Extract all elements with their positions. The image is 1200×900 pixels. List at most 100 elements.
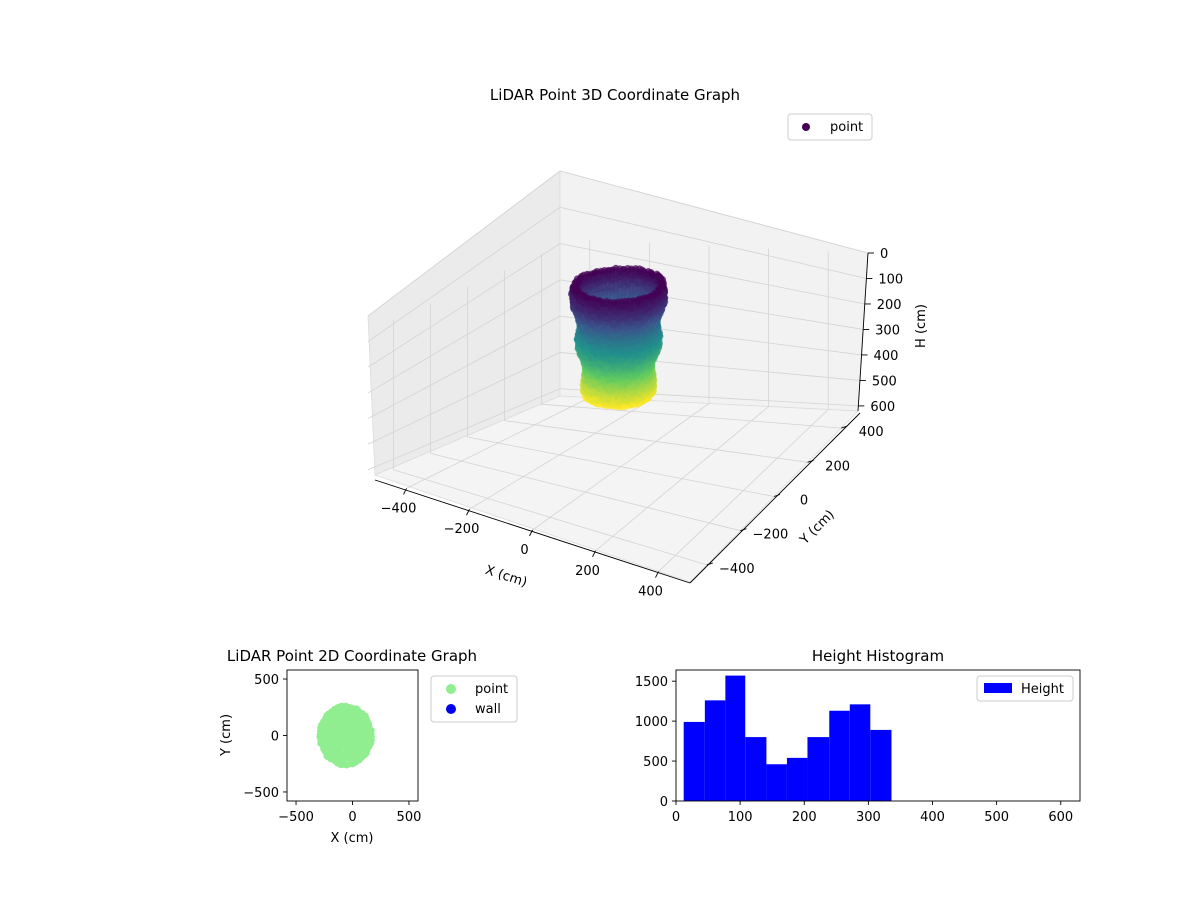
legend-histogram-frame <box>976 675 1074 702</box>
chart-3d-title: LiDAR Point 3D Coordinate Graph <box>490 86 740 104</box>
scatter-2d-points <box>316 702 375 769</box>
z-axis-label-3d: H (cm) <box>914 304 929 348</box>
legend-histogram-label: Height <box>1021 682 1064 697</box>
histogram-bar <box>870 729 892 801</box>
legend-2d: point wall <box>430 675 518 723</box>
legend-3d-frame <box>787 113 873 141</box>
point-3d <box>599 397 606 404</box>
chart-histogram: Height Histogram 0 100 200 300 400 500 6000500… <box>635 647 1081 825</box>
legend-histogram: Height <box>976 675 1074 702</box>
histogram-bar <box>829 710 850 801</box>
y-tick-label-hist: 1000 <box>635 715 668 730</box>
point-cloud-3d <box>567 264 669 411</box>
grid-line-z <box>559 243 865 305</box>
z-tick-label-3d: 600 <box>870 400 895 415</box>
z-tick-label-3d: 100 <box>878 272 903 287</box>
grid-line-y <box>467 436 775 497</box>
legend-histogram-swatch <box>984 683 1012 693</box>
grid-line-z-left <box>367 388 561 471</box>
histogram-bar <box>766 764 787 801</box>
point-3d <box>586 338 593 345</box>
x-tick-label-hist: 300 <box>856 810 881 825</box>
grid-line-z-left <box>367 206 561 342</box>
z-tick-label-3d: 400 <box>874 349 899 364</box>
y-tick-mark-3d <box>841 425 848 429</box>
x-tick-label-hist: 100 <box>728 810 753 825</box>
grid-line-y <box>541 403 842 429</box>
point-2d <box>347 732 354 739</box>
x-tick-label-hist: 600 <box>1048 810 1073 825</box>
x-tick-label-hist: 400 <box>920 810 945 825</box>
x-tick-label-hist: 500 <box>984 810 1009 825</box>
x-tick-label-2d: 0 <box>348 810 356 825</box>
grid-line-z-left <box>367 315 561 419</box>
point-3d <box>590 348 597 355</box>
y-tick-label-3d: −200 <box>753 528 789 543</box>
legend-3d: point <box>787 113 873 141</box>
y-tick-label-3d: 400 <box>859 425 884 440</box>
y-tick-label-2d: 500 <box>254 673 279 688</box>
point-2d <box>358 733 365 740</box>
grid-line-y <box>393 469 707 566</box>
point-3d <box>575 303 583 311</box>
point-3d <box>589 390 596 397</box>
y-tick-label-hist: 500 <box>643 755 668 770</box>
x-tick-label-3d: −400 <box>381 501 417 516</box>
y-tick-label-hist: 1500 <box>635 675 668 690</box>
ticks-3d: −400−2000200400−400−20002004000100200300… <box>381 247 904 600</box>
y-axis-line <box>689 412 861 584</box>
grid-line-z <box>559 206 867 279</box>
x-tick-label-2d: −500 <box>278 810 314 825</box>
histogram-bar <box>725 675 746 801</box>
histogram-title: Height Histogram <box>812 647 944 665</box>
x-tick-label-3d: −200 <box>444 522 480 537</box>
chart-2d-title: LiDAR Point 2D Coordinate Graph <box>227 647 477 665</box>
point-3d <box>594 304 601 311</box>
y-tick-label-hist: 0 <box>660 795 668 810</box>
legend-3d-marker <box>802 123 810 131</box>
z-tick-label-3d: 0 <box>880 247 888 262</box>
y-tick-mark-3d <box>773 494 781 497</box>
grid-line-z-left <box>367 352 561 445</box>
histogram-bar <box>683 721 705 801</box>
point-3d <box>582 349 589 356</box>
histogram-bar <box>704 700 726 801</box>
y-tick-label-3d: 0 <box>800 494 808 509</box>
x-axis-label-2d: X (cm) <box>331 831 374 846</box>
histogram-bar <box>786 757 808 801</box>
z-tick-label-3d: 300 <box>875 323 900 338</box>
z-tick-label-3d: 500 <box>872 374 897 389</box>
y-axis-label-2d: Y (cm) <box>219 714 234 757</box>
y-tick-mark-3d <box>740 528 747 532</box>
grid-line-z-left <box>367 243 561 368</box>
y-tick-mark-3d <box>807 459 814 463</box>
histogram-bar <box>849 704 871 801</box>
grid-line-z-left <box>367 170 561 317</box>
x-tick-mark-3d <box>529 529 533 537</box>
y-tick-label-3d: 200 <box>825 459 850 474</box>
x-tick-label-2d: 500 <box>397 810 422 825</box>
z-tick-label-3d: 200 <box>877 298 902 313</box>
chart-3d: LiDAR Point 3D Coordinate Graph −400 −200… <box>367 86 929 600</box>
point-3d <box>576 297 583 304</box>
histogram-frame <box>675 669 1081 802</box>
legend-2d-point-label: point <box>475 682 508 697</box>
x-axis-line <box>374 479 691 584</box>
x-tick-mark-3d <box>655 571 659 578</box>
point-3d <box>580 306 587 313</box>
grid-line-z-left <box>367 279 561 394</box>
y-axis-label-3d: Y (cm) <box>797 507 838 548</box>
point-3d <box>590 313 597 321</box>
point-3d <box>581 300 588 307</box>
histogram-bars <box>683 675 892 801</box>
z-axis-line <box>857 252 869 412</box>
histogram-bar <box>745 737 767 801</box>
y-tick-label-2d: 0 <box>271 730 279 745</box>
grid-line-y <box>504 420 808 463</box>
histogram-bar <box>807 737 830 801</box>
point-3d <box>590 380 597 387</box>
x-tick-mark-3d <box>592 550 596 558</box>
point-2d <box>368 733 375 740</box>
